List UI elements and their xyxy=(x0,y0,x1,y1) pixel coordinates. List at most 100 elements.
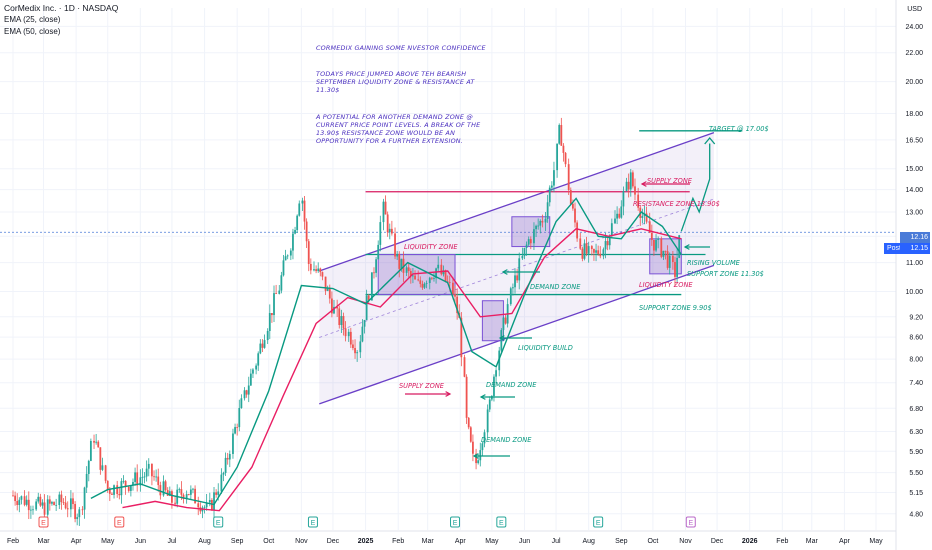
earnings-marker xyxy=(38,516,49,528)
candle-body xyxy=(236,427,239,428)
y-tick-label: 10.00 xyxy=(905,289,923,296)
liquidity-build-arrow-head xyxy=(498,335,505,341)
earnings-marker xyxy=(593,516,604,528)
x-tick-label: Aug xyxy=(198,538,211,545)
candle-body xyxy=(263,340,266,348)
symbol-title[interactable]: CorMedix Inc. · 1D · NASDAQ xyxy=(4,3,119,13)
candle-body xyxy=(74,504,76,519)
candle-body xyxy=(569,190,572,204)
post-price-value: 12.15 xyxy=(910,245,928,252)
candle-body xyxy=(266,330,269,341)
earnings-marker xyxy=(213,516,224,528)
earnings-marker-label: E xyxy=(216,520,221,527)
candle-body xyxy=(286,255,289,257)
x-tick-label: May xyxy=(101,538,115,545)
candle-body xyxy=(356,352,359,354)
x-tick-label: 2026 xyxy=(742,538,758,545)
candle-body xyxy=(579,238,582,249)
candle-body xyxy=(228,453,231,460)
candle-body xyxy=(116,485,119,495)
candle-body xyxy=(83,487,86,510)
x-tick-label: Dec xyxy=(327,538,340,545)
candle-body xyxy=(245,390,248,395)
ema50-legend[interactable]: EMA (50, close) xyxy=(4,27,61,36)
candle-body xyxy=(618,213,621,218)
y-tick-label: 24.00 xyxy=(905,24,923,31)
candle-body xyxy=(166,489,169,496)
candle-body xyxy=(194,488,196,504)
candle-body xyxy=(354,348,356,354)
earnings-marker-label: E xyxy=(311,520,316,527)
candle-body xyxy=(662,250,665,257)
candle-body xyxy=(205,502,208,508)
candle-body xyxy=(564,152,567,165)
candle-body xyxy=(657,238,660,240)
y-tick-label: 11.00 xyxy=(906,260,923,267)
headline-note: CORMEDIX GAINING SOME NVESTOR CONFIDENCE xyxy=(316,44,486,52)
candle-body xyxy=(645,213,648,222)
candle-body xyxy=(155,476,158,478)
candle-body xyxy=(275,293,278,294)
candle-body xyxy=(66,508,69,510)
ema25-legend[interactable]: EMA (25, close) xyxy=(4,15,61,24)
candle-body xyxy=(500,330,503,351)
post-tag-label: Post xyxy=(887,245,902,252)
projection-arrowhead xyxy=(704,136,716,145)
candle-body xyxy=(192,488,194,490)
candle-body xyxy=(546,202,549,219)
note-paragraph-2: A POTENTIAL FOR ANOTHER DEMAND ZONE @ CU… xyxy=(316,113,480,145)
candle-body xyxy=(541,220,544,223)
candle-body xyxy=(333,306,335,314)
x-tick-label: Jun xyxy=(519,538,530,545)
candle-body xyxy=(437,264,440,269)
candle-body xyxy=(330,298,333,314)
candle-body xyxy=(446,281,449,283)
candle-body xyxy=(240,398,243,408)
candle-body xyxy=(307,241,310,264)
candle-body xyxy=(203,507,206,509)
candle-body xyxy=(435,268,437,279)
current-price-badge: 12.16 xyxy=(900,232,930,243)
candle-body xyxy=(529,239,532,244)
y-tick-label: 8.60 xyxy=(909,335,923,342)
x-tick-label: Nov xyxy=(679,538,692,545)
rising-volume-label: RISING VOLUME xyxy=(687,259,741,267)
candle-body xyxy=(423,283,426,288)
candle-body xyxy=(12,495,14,497)
candle-body xyxy=(222,472,225,475)
candle-body xyxy=(367,295,370,301)
post-tag: Post xyxy=(884,243,901,254)
note-line: OPPORTUNITY FOR A FURTHER EXTENSION. xyxy=(316,137,464,145)
candle-body xyxy=(637,194,640,208)
x-tick-label: Dec xyxy=(711,538,724,545)
candle-body xyxy=(159,485,162,496)
candles xyxy=(12,117,681,526)
candle-body xyxy=(157,476,160,486)
candle-body xyxy=(440,264,443,275)
candle-body xyxy=(382,201,385,223)
chart-legend: CorMedix Inc. · 1D · NASDAQ EMA (25, clo… xyxy=(4,2,118,38)
candle-body xyxy=(132,481,134,486)
candle-body xyxy=(463,357,466,377)
candle-body xyxy=(521,256,524,259)
candle-body xyxy=(342,316,345,329)
candle-body xyxy=(625,181,628,191)
candle-body xyxy=(634,186,636,195)
candle-body xyxy=(574,208,576,223)
candle-body xyxy=(127,486,130,491)
supply-zone-label-2: SUPPLY ZONE xyxy=(647,177,693,185)
candle-body xyxy=(352,344,354,349)
candle-body xyxy=(442,270,445,275)
candle-body xyxy=(514,275,516,288)
candle-body xyxy=(583,243,586,259)
candle-body xyxy=(660,238,663,257)
candle-body xyxy=(174,502,176,504)
currency-label[interactable]: USD xyxy=(907,6,922,13)
candle-body xyxy=(560,125,563,146)
y-tick-label: 6.80 xyxy=(909,406,923,413)
candle-body xyxy=(512,287,514,289)
candle-body xyxy=(303,200,306,222)
liquidity-zone-label-1: LIQUIDITY ZONE xyxy=(404,243,458,251)
support-1130-label: SUPPORT ZONE 11.30$ xyxy=(687,270,764,278)
